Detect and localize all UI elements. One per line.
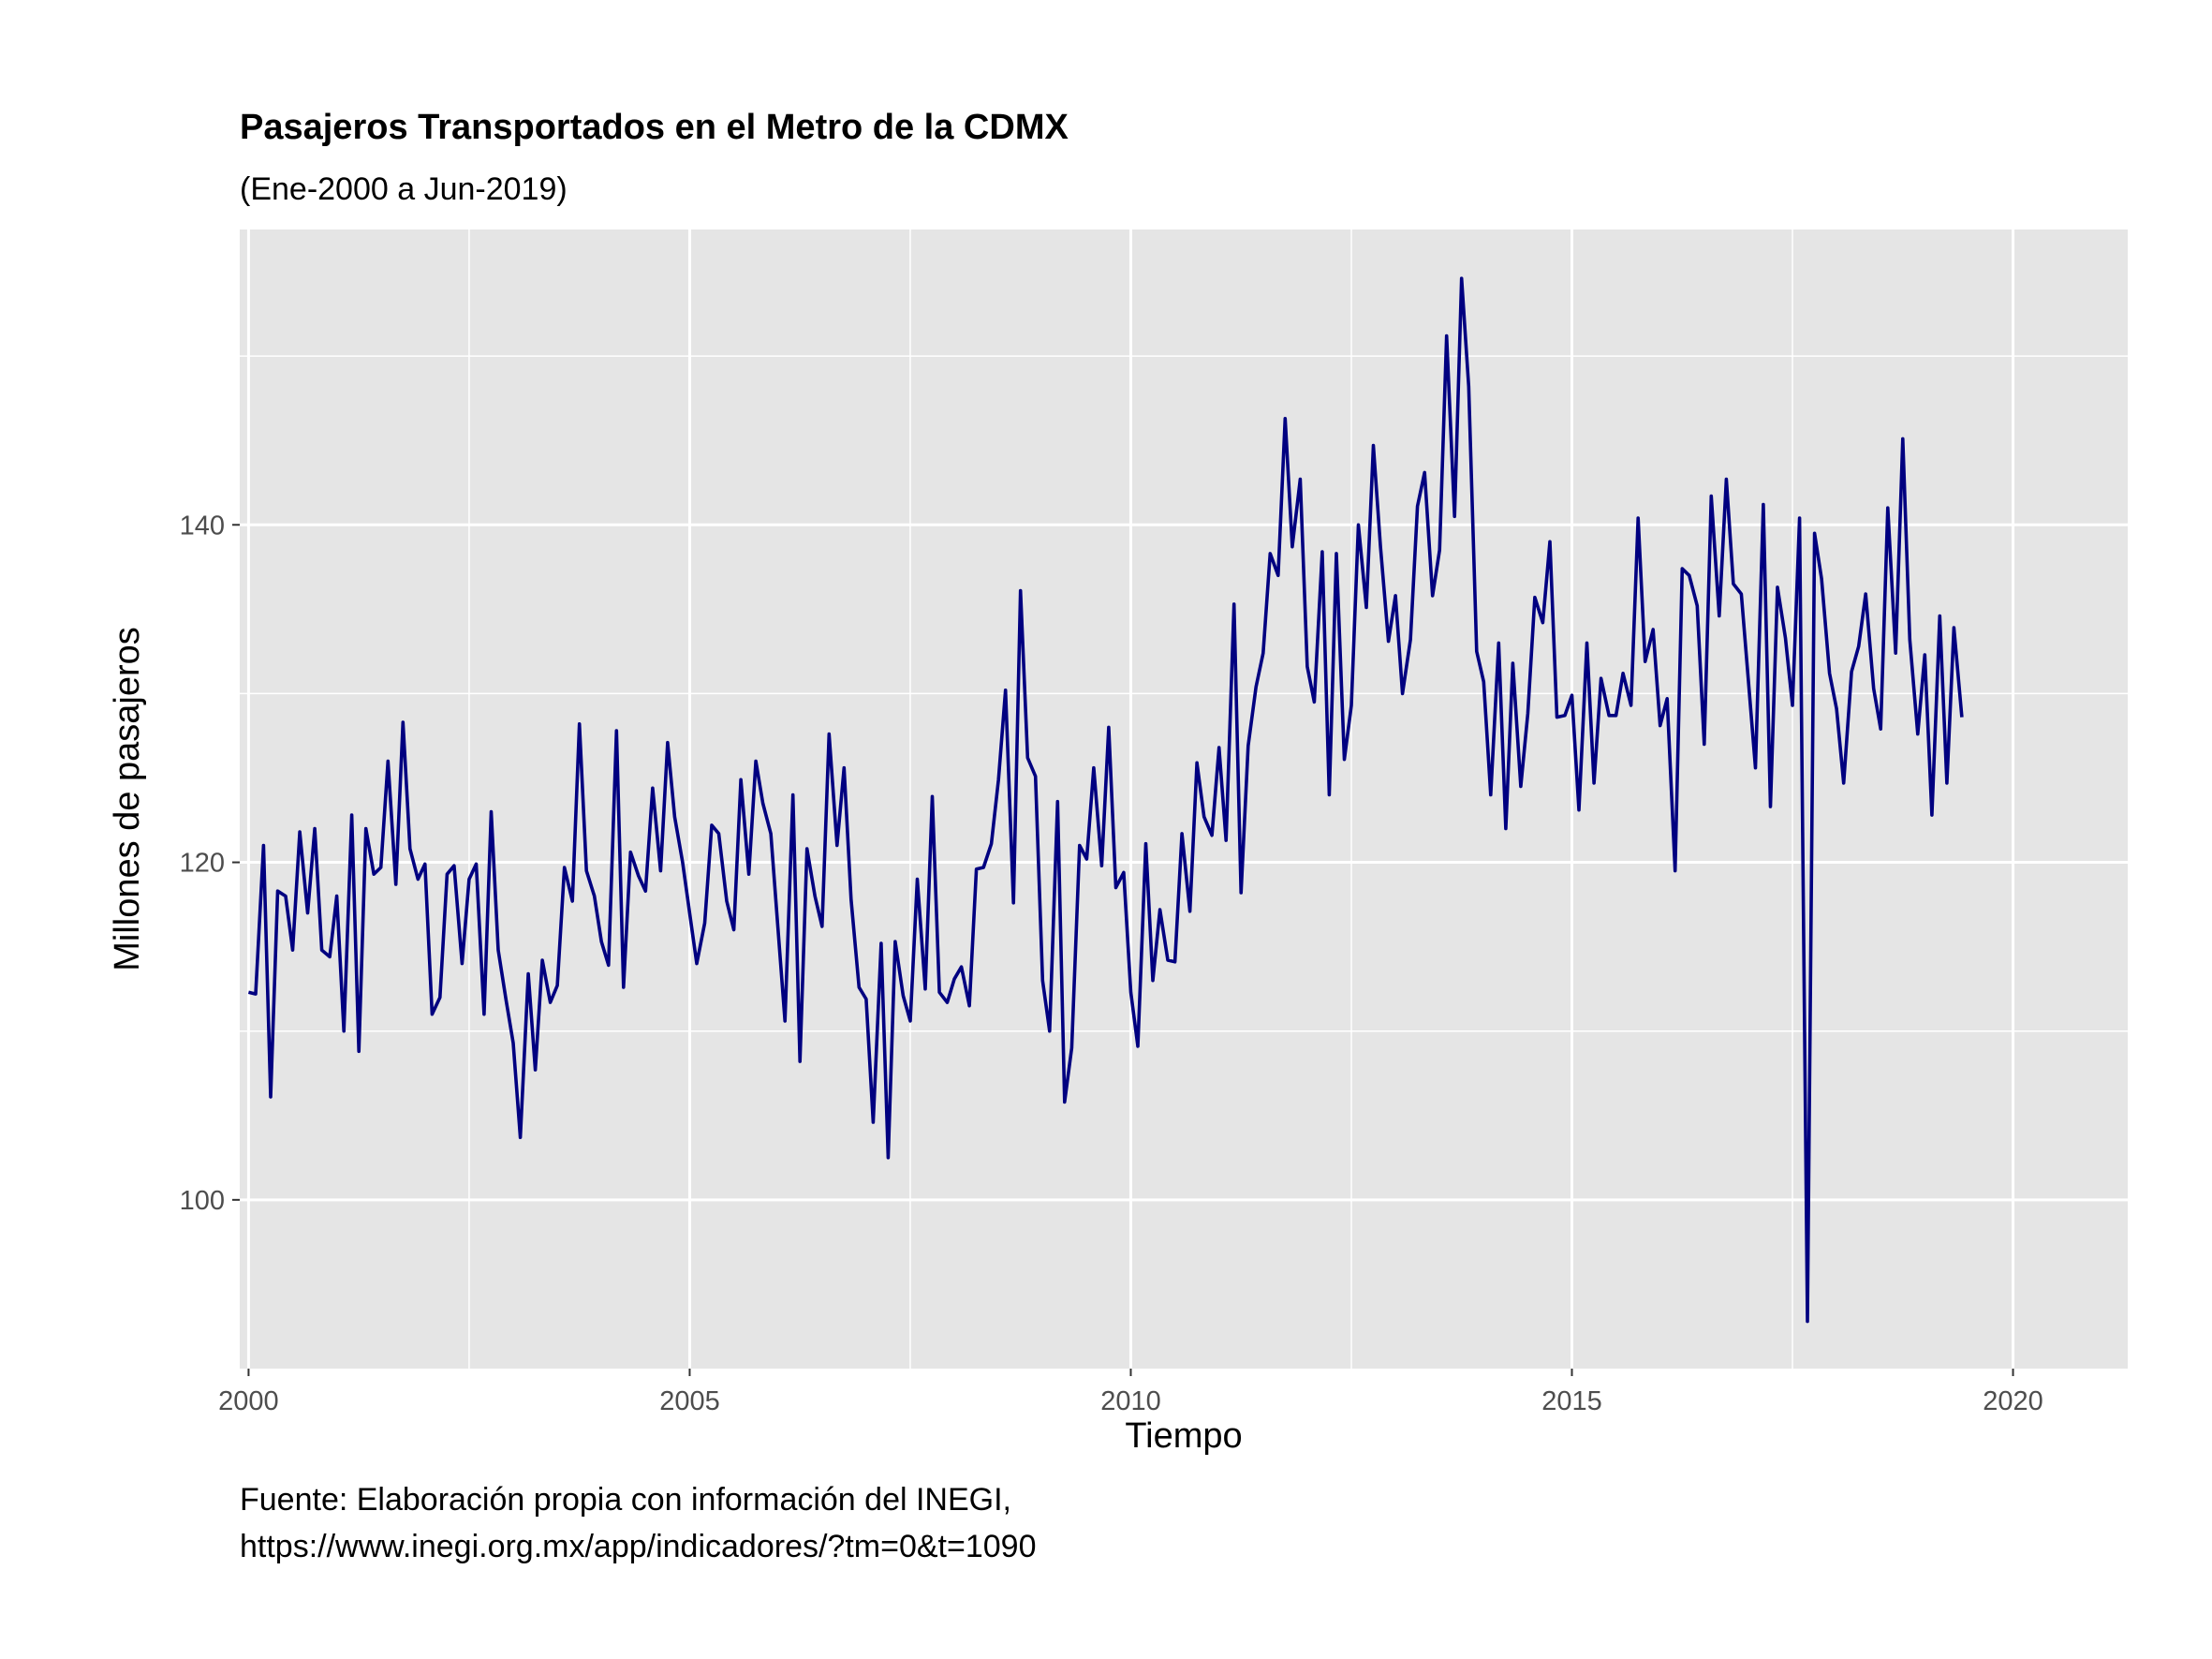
x-axis-title: Tiempo [1125,1416,1242,1456]
y-tick-label: 120 [180,849,225,879]
chart-subtitle: (Ene-2000 a Jun-2019) [240,171,568,207]
grid-minor [240,230,2128,1369]
x-tick-label: 2020 [1983,1386,2043,1416]
x-tick-label: 2005 [659,1386,720,1416]
y-tick-label: 100 [180,1186,225,1216]
caption-line-2: https://www.inegi.org.mx/app/indicadores… [240,1529,1036,1564]
y-axis-ticks: 100 120 140 [180,511,240,1216]
x-tick-label: 2015 [1541,1386,1602,1416]
x-tick-label: 2000 [218,1386,279,1416]
chart-title: Pasajeros Transportados en el Metro de l… [240,108,1069,147]
x-axis-ticks: 2000 2005 2010 2015 2020 [218,1369,2043,1416]
series-line [247,276,1964,1324]
plot-panel [240,230,2128,1369]
caption-line-1: Fuente: Elaboración propia con informaci… [240,1482,1011,1518]
x-tick-label: 2010 [1100,1386,1161,1416]
y-tick-label: 140 [180,511,225,541]
y-axis-title: Millones de pasajeros [108,627,147,971]
